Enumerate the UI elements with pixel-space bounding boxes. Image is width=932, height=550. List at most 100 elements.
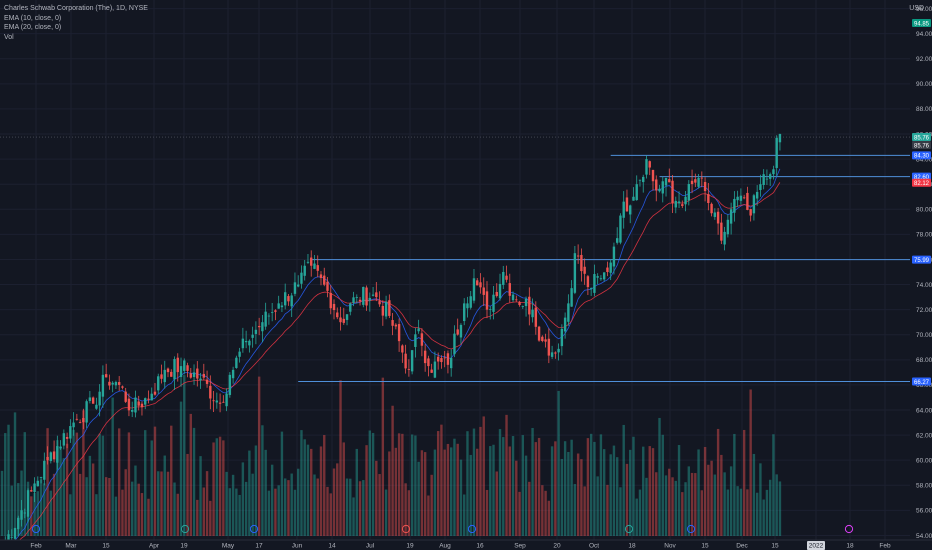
candle[interactable] <box>339 306 342 331</box>
candle[interactable] <box>261 314 264 343</box>
candle[interactable] <box>95 397 98 410</box>
candle[interactable] <box>635 175 638 201</box>
candle[interactable] <box>134 390 137 418</box>
candle[interactable] <box>368 292 372 312</box>
candle[interactable] <box>537 325 541 342</box>
candle[interactable] <box>752 193 756 221</box>
candle[interactable] <box>690 169 694 194</box>
candle[interactable] <box>742 194 746 200</box>
candle[interactable] <box>502 265 505 290</box>
candle[interactable] <box>140 401 144 416</box>
candle[interactable] <box>749 208 752 222</box>
candle[interactable] <box>378 291 381 307</box>
candle[interactable] <box>433 351 437 379</box>
candle[interactable] <box>739 188 743 205</box>
candle[interactable] <box>384 295 388 320</box>
candle[interactable] <box>293 272 297 297</box>
candle[interactable] <box>531 298 534 323</box>
candle[interactable] <box>355 294 358 304</box>
earnings-icon[interactable] <box>844 524 854 534</box>
candle[interactable] <box>72 412 75 436</box>
candle[interactable] <box>192 364 196 385</box>
candle[interactable] <box>547 328 551 364</box>
candle[interactable] <box>199 372 202 389</box>
candle[interactable] <box>625 189 629 212</box>
horizontal-levels[interactable] <box>298 154 910 383</box>
candle[interactable] <box>111 381 114 393</box>
candle[interactable] <box>39 476 43 484</box>
candle[interactable] <box>427 355 430 377</box>
candle[interactable] <box>521 305 524 309</box>
candle[interactable] <box>303 259 306 281</box>
candle[interactable] <box>576 244 580 264</box>
candle[interactable] <box>632 187 635 201</box>
candle[interactable] <box>674 196 677 214</box>
candle[interactable] <box>619 213 622 245</box>
candle[interactable] <box>69 419 72 443</box>
candle[interactable] <box>349 302 352 316</box>
candle[interactable] <box>137 395 140 411</box>
candle[interactable] <box>215 392 219 409</box>
candle[interactable] <box>589 287 593 296</box>
candle[interactable] <box>326 276 329 298</box>
candle[interactable] <box>323 267 326 287</box>
candle[interactable] <box>117 376 121 391</box>
candle[interactable] <box>778 133 782 151</box>
event-markers[interactable] <box>31 524 854 534</box>
candle[interactable] <box>300 265 303 289</box>
candle[interactable] <box>489 306 492 320</box>
candle[interactable] <box>274 309 277 321</box>
candle[interactable] <box>642 174 645 193</box>
candle[interactable] <box>606 261 609 277</box>
candle[interactable] <box>336 307 339 320</box>
candle[interactable] <box>622 191 625 229</box>
candle[interactable] <box>463 298 466 326</box>
candle[interactable] <box>121 385 124 390</box>
candle[interactable] <box>166 367 170 378</box>
candle[interactable] <box>157 373 160 394</box>
candle[interactable] <box>179 357 183 387</box>
candle[interactable] <box>283 283 287 310</box>
candle[interactable] <box>196 361 199 387</box>
candle[interactable] <box>150 387 153 401</box>
candle[interactable] <box>46 446 49 465</box>
candle[interactable] <box>648 160 651 176</box>
candle[interactable] <box>270 302 274 322</box>
candle[interactable] <box>212 390 215 413</box>
candle[interactable] <box>567 294 570 326</box>
candle[interactable] <box>52 440 56 463</box>
candle[interactable] <box>586 274 590 295</box>
candle[interactable] <box>762 169 765 190</box>
candle[interactable] <box>228 372 232 398</box>
candle[interactable] <box>20 499 23 527</box>
candle[interactable] <box>202 363 206 381</box>
earnings-icon[interactable] <box>180 524 190 534</box>
candle[interactable] <box>160 364 163 384</box>
candle[interactable] <box>765 169 769 185</box>
candle[interactable] <box>306 254 310 264</box>
candle[interactable] <box>580 248 583 282</box>
candle[interactable] <box>407 359 411 377</box>
candle[interactable] <box>127 393 131 417</box>
candle[interactable] <box>599 275 603 281</box>
candle[interactable] <box>697 174 700 189</box>
candle[interactable] <box>332 299 336 320</box>
candle[interactable] <box>482 277 485 306</box>
candle[interactable] <box>319 271 323 286</box>
candle[interactable] <box>209 375 212 410</box>
candle[interactable] <box>235 355 238 369</box>
candle[interactable] <box>573 245 577 295</box>
candle[interactable] <box>615 227 619 245</box>
candle[interactable] <box>449 349 453 377</box>
currency-label[interactable]: USD <box>909 5 924 12</box>
time-scale[interactable]: Feb Mar 15 Apr 19 May 17 Jun 14 Jul 19 Aug 16 Sep 20 Oc… <box>0 539 932 550</box>
candle[interactable] <box>655 175 658 202</box>
candle[interactable] <box>550 345 554 360</box>
candle[interactable] <box>381 300 385 326</box>
candle[interactable] <box>401 344 404 363</box>
candle[interactable] <box>694 173 697 188</box>
candle[interactable] <box>440 355 443 369</box>
candle[interactable] <box>358 296 362 306</box>
candle[interactable] <box>668 168 671 183</box>
candle[interactable] <box>472 269 476 304</box>
